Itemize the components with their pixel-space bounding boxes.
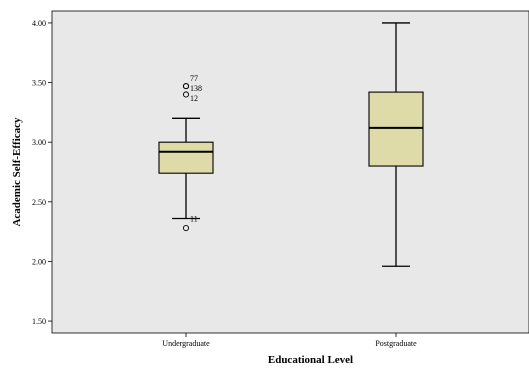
y-tick-label: 2.00 [32, 257, 46, 266]
x-axis: Undergraduate Postgraduate [162, 333, 417, 348]
y-tick-label: 3.00 [32, 138, 46, 147]
y-tick-label: 3.50 [32, 79, 46, 88]
outlier-point [182, 225, 190, 232]
y-tick-label: 2.50 [32, 198, 46, 207]
outlier-label: 12 [190, 94, 198, 103]
x-tick-label: Undergraduate [162, 339, 210, 348]
y-axis: 1.50 2.00 2.50 3.00 3.50 4.00 [32, 19, 52, 326]
outlier-label: 138 [190, 84, 202, 93]
outlier-point [182, 91, 190, 98]
outlier-label: 77 [190, 74, 198, 83]
y-tick-label: 4.00 [32, 19, 46, 28]
iqr-box [158, 141, 214, 174]
x-tick-label: Postgraduate [375, 339, 417, 348]
outlier-label: 11 [190, 215, 198, 224]
box-postgraduate [368, 22, 424, 267]
plot-area [51, 10, 529, 334]
y-axis-title: Academic Self-Efficacy [11, 117, 23, 227]
iqr-box [368, 91, 424, 167]
outlier-point [182, 83, 190, 90]
y-tick-label: 1.50 [32, 317, 46, 326]
x-axis-title: Educational Level [268, 354, 353, 366]
